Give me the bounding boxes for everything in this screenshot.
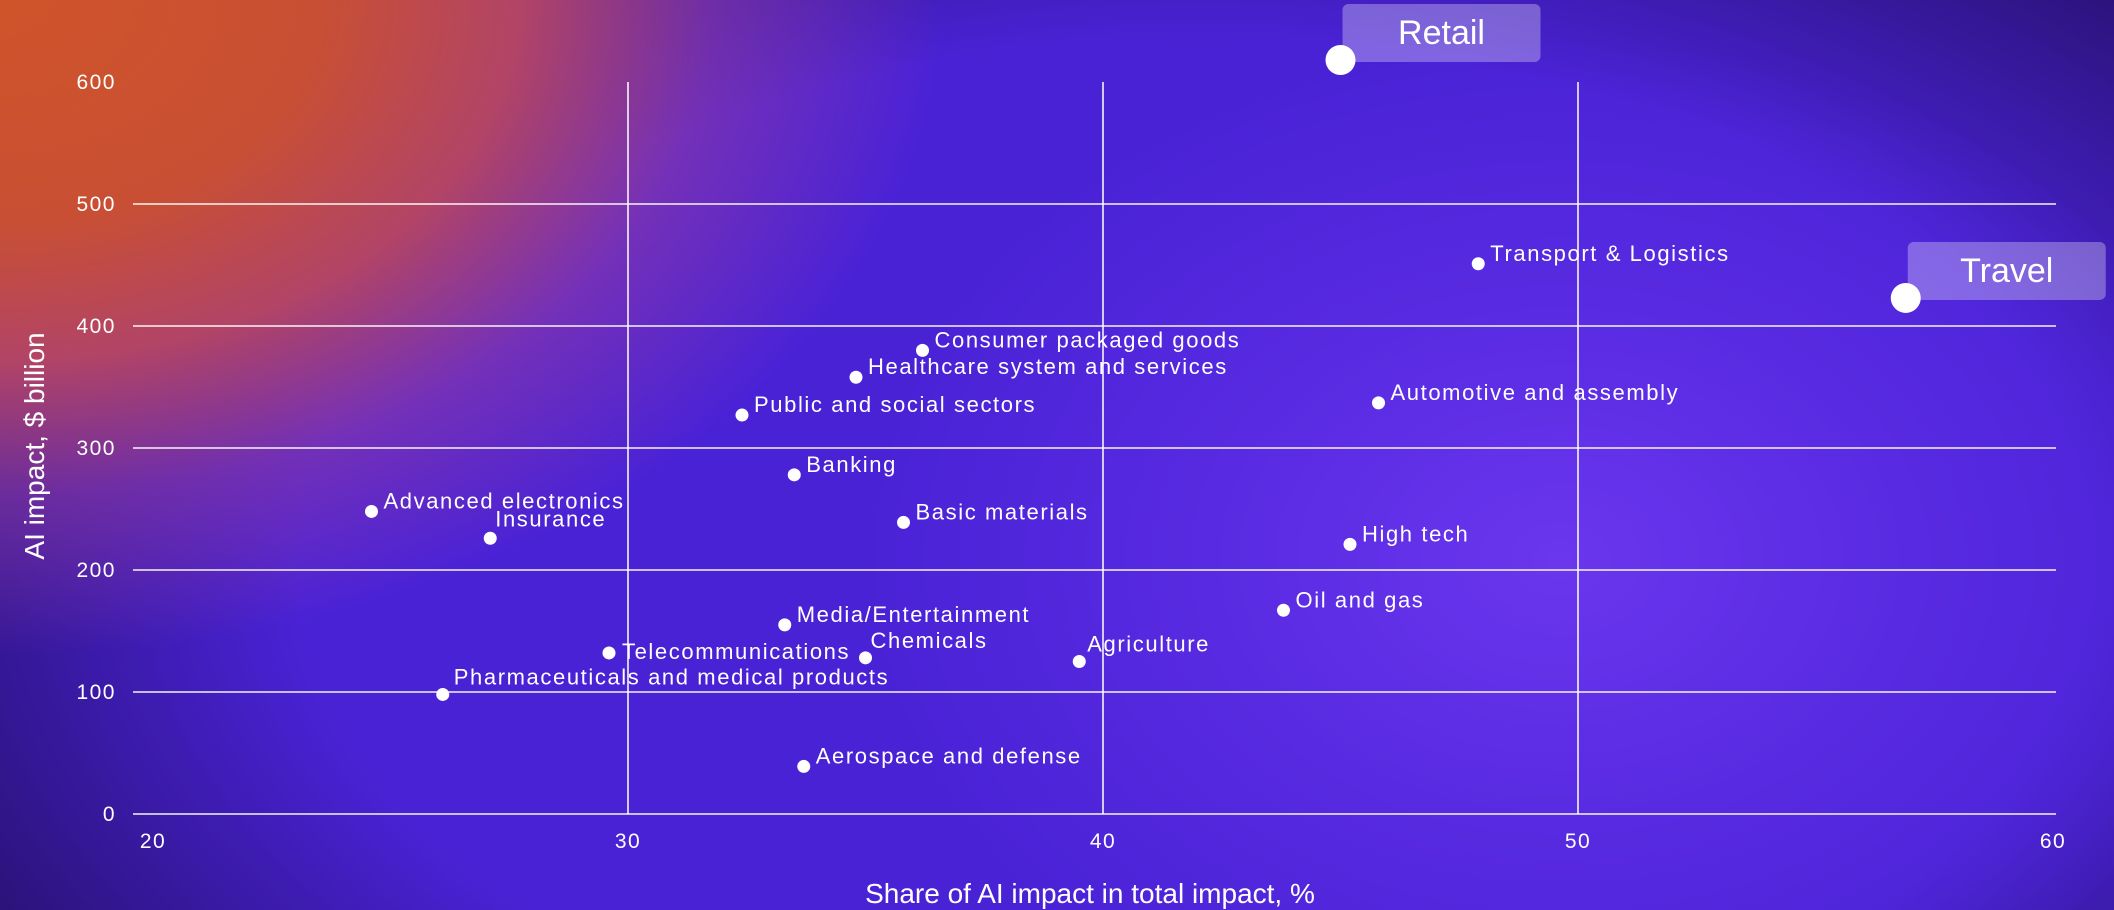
grid-lines (133, 82, 2056, 815)
y-tick-label: 400 (76, 315, 116, 338)
data-point-label: Basic materials (916, 499, 1089, 524)
x-tick-label: 20 (140, 830, 166, 853)
data-point-label: Pharmaceuticals and medical products (454, 664, 889, 689)
data-point (797, 759, 811, 773)
data-point (1343, 537, 1357, 551)
data-point (849, 370, 863, 384)
data-point (787, 468, 801, 482)
data-point (1072, 655, 1086, 668)
data-point-label: Consumer packaged goods (935, 327, 1241, 352)
data-point (735, 408, 749, 422)
data-point-label: Oil and gas (1296, 587, 1425, 612)
y-tick-label: 100 (76, 681, 116, 704)
x-tick-label: 30 (615, 830, 641, 853)
highlighted-data-point (1325, 45, 1356, 76)
y-tick-label: 500 (76, 193, 116, 216)
data-point-label: Insurance (495, 506, 606, 531)
data-point-label: Telecommunications (622, 639, 850, 664)
data-point-label: Media/Entertainment (797, 602, 1030, 627)
highlight-callout-label: Travel (1960, 252, 2053, 290)
x-tick-label: 50 (1565, 830, 1591, 853)
data-point-label: Aerospace and defense (816, 743, 1082, 768)
data-point (602, 646, 616, 660)
highlight-callout-box (1907, 241, 2106, 300)
y-axis-title: AI impact, $ billion (19, 332, 50, 559)
highlighted-points: Retail Travel (1325, 4, 2106, 313)
y-tick-label: 200 (76, 559, 116, 582)
data-point-label: Automotive and assembly (1391, 380, 1680, 405)
y-tick-label: 0 (103, 803, 116, 826)
data-point (483, 531, 497, 545)
highlighted-point: Retail (1325, 4, 1541, 76)
data-point-label: Agriculture (1087, 632, 1210, 657)
data-point (916, 343, 929, 357)
data-point (365, 504, 378, 518)
data-point (436, 687, 450, 701)
data-point-label: Public and social sectors (754, 392, 1036, 417)
data-point-label: Advanced electronics (384, 488, 625, 513)
x-tick-label: 60 (2040, 830, 2066, 853)
y-tick-label: 300 (76, 437, 116, 460)
tick-labels: 0 100 200 300 400 500 600 20 30 40 50 60 (76, 71, 2066, 853)
data-point (1277, 603, 1290, 617)
data-point (778, 618, 792, 632)
highlight-callout-label: Retail (1398, 14, 1485, 52)
data-point-label: Banking (806, 452, 897, 477)
x-tick-label: 40 (1090, 830, 1116, 853)
y-tick-label: 600 (76, 71, 116, 94)
data-point (897, 515, 910, 529)
highlight-callout-box (1342, 4, 1541, 63)
data-point (1372, 396, 1385, 410)
data-point-label: Healthcare system and services (868, 354, 1228, 379)
highlighted-data-point (1890, 282, 1921, 313)
x-axis-title: Share of AI impact in total impact, % (865, 878, 1315, 909)
data-point (859, 651, 872, 665)
data-point-label: Transport & Logistics (1490, 241, 1729, 266)
data-point-label: Chemicals (871, 628, 988, 653)
highlighted-point: Travel (1890, 241, 2106, 313)
data-point (1471, 257, 1485, 271)
data-point-label: High tech (1362, 521, 1469, 546)
